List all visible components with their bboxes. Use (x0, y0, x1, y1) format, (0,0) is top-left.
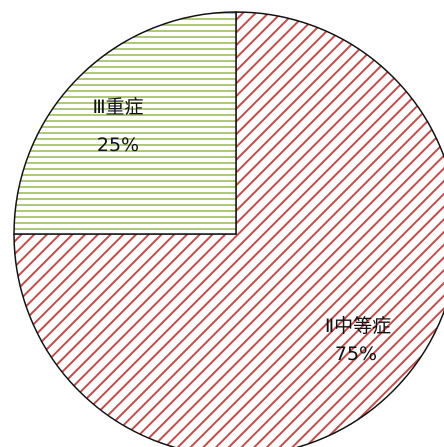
pie-label-severe-category: Ⅲ重症 (92, 96, 143, 118)
pie-slice-severe (13, 11, 237, 235)
pie-label-moderate-value: 75% (335, 343, 377, 365)
pie-slice-moderate (13, 11, 444, 447)
pie-label-severe-value: 25% (97, 134, 139, 156)
pie-label-moderate-category: Ⅱ中等症 (325, 315, 391, 337)
